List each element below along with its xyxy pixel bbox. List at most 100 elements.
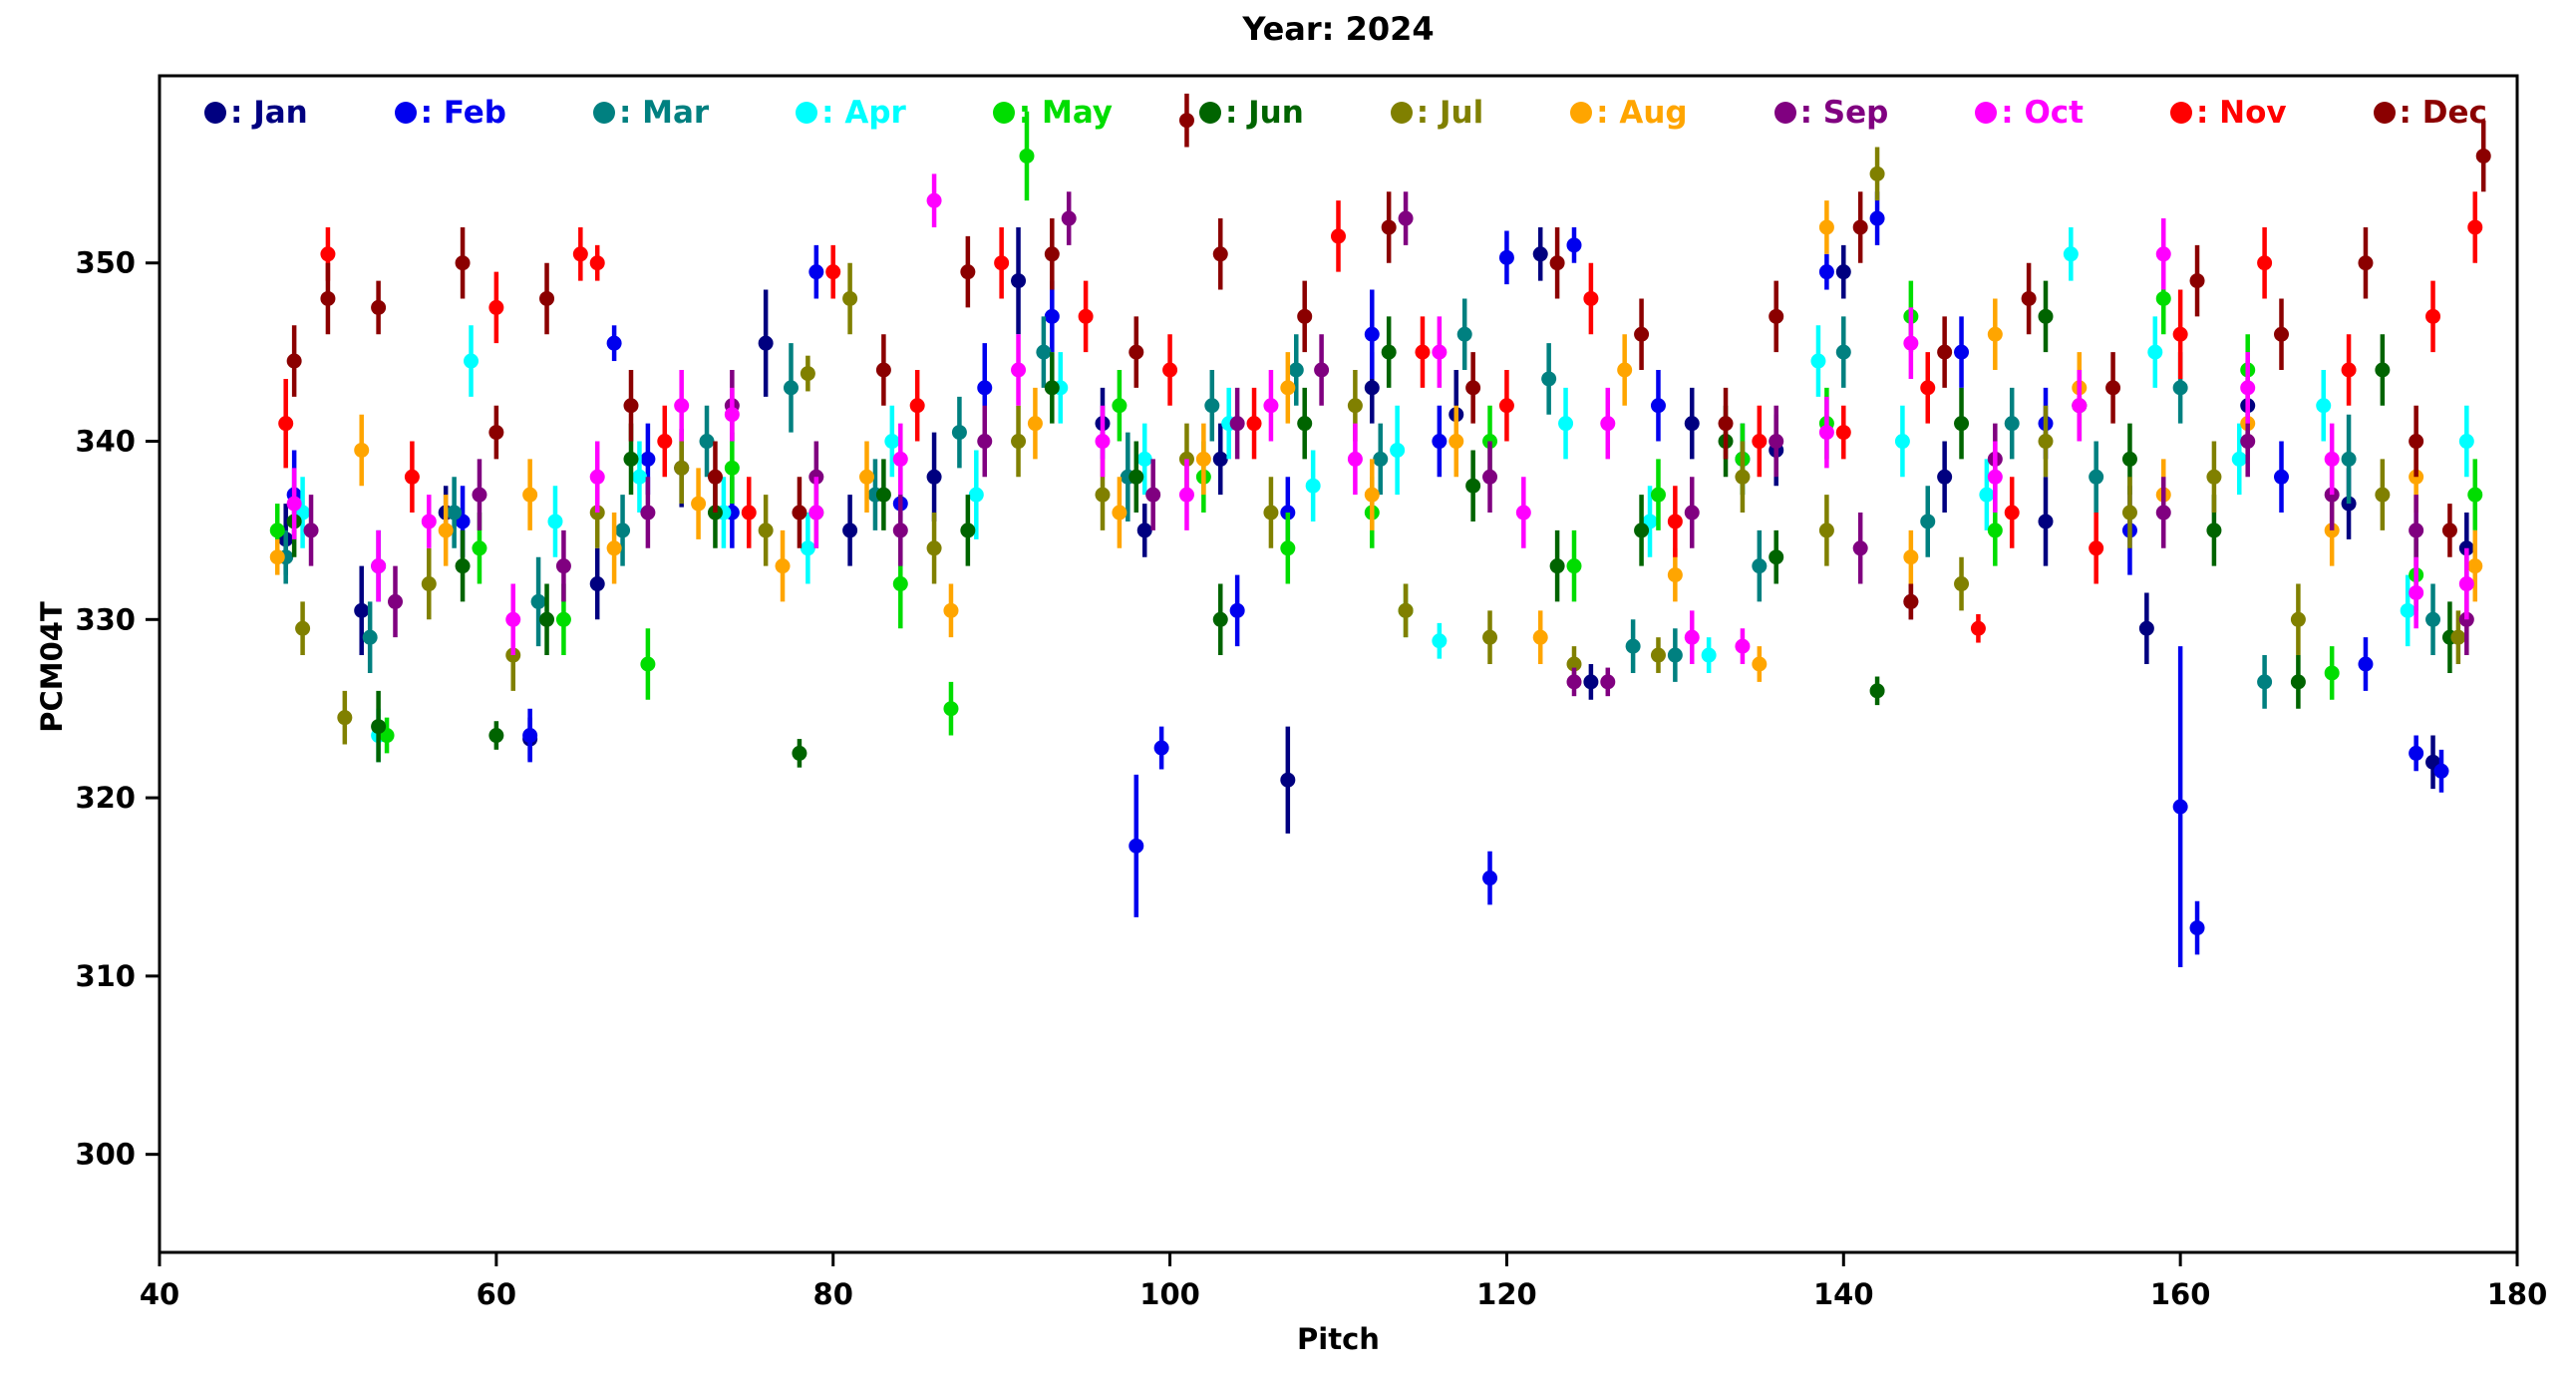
data-point — [2458, 576, 2474, 592]
data-point — [2206, 522, 2222, 538]
data-point — [1297, 416, 1313, 432]
data-point — [943, 701, 959, 717]
data-point — [1818, 219, 1834, 235]
data-point — [1204, 398, 1220, 414]
data-point — [1903, 335, 1919, 351]
data-point — [674, 398, 690, 414]
data-point — [2038, 434, 2054, 450]
data-point — [1852, 540, 1868, 556]
data-point — [623, 398, 639, 414]
data-point — [2105, 380, 2121, 396]
data-point — [691, 496, 707, 512]
data-point — [2206, 469, 2222, 485]
data-point — [2341, 362, 2357, 378]
x-tick-label: 40 — [140, 1277, 179, 1311]
data-point — [1937, 344, 1953, 360]
data-point — [1288, 362, 1304, 378]
data-point — [1987, 522, 2003, 538]
data-point — [1987, 326, 2003, 342]
data-point — [1752, 656, 1768, 672]
data-point — [1869, 210, 1885, 226]
data-point — [1752, 434, 1768, 450]
y-tick-label: 310 — [75, 959, 136, 993]
data-point — [1456, 326, 1472, 342]
data-point — [808, 264, 824, 280]
data-point — [842, 290, 858, 306]
data-point — [1347, 398, 1363, 414]
x-tick-label: 160 — [2150, 1277, 2211, 1311]
data-point — [421, 576, 437, 592]
data-point — [2425, 308, 2441, 324]
data-point — [472, 487, 487, 503]
data-point — [2290, 674, 2306, 690]
data-point — [2038, 514, 2054, 529]
data-point — [631, 469, 647, 485]
data-point — [1432, 633, 1448, 649]
data-point — [800, 366, 815, 382]
data-point — [1532, 629, 1548, 645]
data-point — [2172, 380, 2188, 396]
data-point — [488, 425, 504, 441]
data-point — [404, 469, 420, 485]
data-point — [892, 576, 908, 592]
data-point — [792, 505, 807, 520]
data-point — [968, 487, 984, 503]
data-point — [775, 558, 791, 574]
data-point — [1280, 772, 1296, 788]
x-tick-label: 180 — [2487, 1277, 2548, 1311]
data-point — [1011, 273, 1027, 289]
x-tick-label: 140 — [1813, 1277, 1874, 1311]
data-point — [337, 710, 353, 726]
data-point — [1558, 416, 1574, 432]
data-point — [2147, 344, 2163, 360]
data-point — [1044, 308, 1060, 324]
data-point — [2063, 246, 2079, 262]
data-point — [1128, 344, 1144, 360]
data-point — [1987, 469, 2003, 485]
data-point — [842, 522, 858, 538]
data-point — [699, 434, 715, 450]
data-point — [1979, 487, 1995, 503]
data-point — [2290, 611, 2306, 627]
data-point — [371, 558, 387, 574]
data-point — [2467, 219, 2483, 235]
data-point — [2458, 434, 2474, 450]
data-point — [1667, 567, 1683, 583]
data-point — [1280, 540, 1296, 556]
data-point — [2409, 434, 2424, 450]
data-point — [926, 469, 942, 485]
data-point — [1667, 647, 1683, 663]
data-point — [2189, 273, 2205, 289]
data-point — [640, 656, 656, 672]
data-point — [1532, 246, 1548, 262]
data-point — [2257, 674, 2273, 690]
data-point — [539, 611, 555, 627]
data-point — [1954, 416, 1970, 432]
y-tick-label: 300 — [75, 1138, 136, 1172]
y-tick-label: 340 — [75, 425, 136, 459]
data-point — [1583, 674, 1599, 690]
data-point — [1583, 290, 1599, 306]
data-point — [1390, 442, 1406, 458]
data-point — [421, 514, 437, 529]
data-point — [1229, 602, 1245, 618]
data-point — [2433, 763, 2449, 779]
data-point — [1212, 246, 1228, 262]
data-point — [2475, 148, 2491, 164]
data-point — [1314, 362, 1330, 378]
y-tick-label: 320 — [75, 781, 136, 815]
data-point — [892, 451, 908, 467]
data-point — [371, 299, 387, 315]
data-point — [1835, 264, 1851, 280]
data-point — [1600, 674, 1616, 690]
data-point — [1970, 620, 1986, 636]
data-point — [2467, 487, 2483, 503]
data-point — [488, 728, 504, 744]
data-point — [2240, 434, 2256, 450]
data-point — [2358, 656, 2374, 672]
data-point — [1347, 451, 1363, 467]
data-point — [1415, 344, 1431, 360]
data-point — [1894, 434, 1910, 450]
